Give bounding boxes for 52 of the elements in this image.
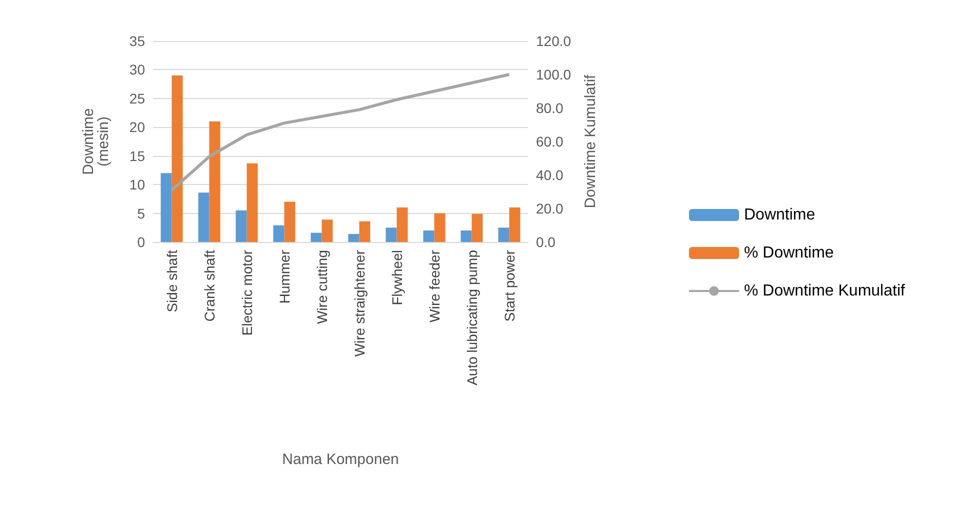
y2-tick-label: 60.0 (536, 134, 564, 150)
y-tick-label: 0 (137, 234, 146, 250)
x-tick-label: Flywheel (388, 250, 405, 306)
y2-tick-label: 20.0 (536, 200, 564, 216)
bar (359, 221, 370, 242)
y-tick-label: 5 (137, 205, 146, 222)
y-tick-label: 15 (129, 148, 146, 164)
bar (322, 220, 333, 242)
bar (498, 228, 510, 242)
x-tick-label: Start power (501, 250, 518, 322)
x-tick-label: Wire feeder (426, 250, 442, 322)
bar (284, 202, 296, 242)
bar (386, 228, 397, 242)
x-tick-label: Wire cutting (314, 250, 330, 324)
legend-label: % Downtime (744, 244, 834, 262)
x-tick-label: Crank shaft (201, 250, 218, 322)
x-tick-label: Auto lubricating pump (464, 250, 480, 386)
y2-tick-label: 40.0 (536, 167, 564, 183)
bar (209, 121, 220, 242)
bar (460, 230, 472, 242)
bar (273, 225, 284, 242)
bar (198, 192, 210, 242)
x-axis-title: Nama Komponen (282, 451, 399, 468)
y-tick-label: 30 (129, 62, 146, 78)
y2-tick-label: 0.0 (536, 234, 556, 250)
x-tick-label: Side shaft (164, 250, 180, 312)
y-tick-label: 10 (129, 176, 146, 193)
legend-label: % Downtime Kumulatif (744, 282, 906, 300)
bar (509, 208, 520, 242)
x-tick-label: Wire straightener (351, 250, 368, 357)
y2-tick-label: 80.0 (536, 100, 564, 116)
y2-tick-label: 120.0 (536, 33, 572, 49)
bar (172, 75, 183, 242)
x-tick-label: Hummer (276, 250, 292, 304)
y-tick-label: 25 (129, 90, 146, 106)
bar (310, 232, 322, 242)
bar (236, 210, 247, 242)
line-series (170, 73, 511, 192)
y-axis-title: Downtime (mesin) (80, 108, 112, 175)
y-tick-label: 35 (129, 33, 146, 49)
y-tick-label: 20 (129, 119, 146, 136)
y2-tick-label: 100.0 (536, 66, 572, 82)
bar (396, 208, 408, 242)
legend-label: Downtime (744, 206, 816, 224)
bar (423, 230, 434, 242)
bar (472, 214, 483, 242)
bar (434, 213, 446, 242)
bar (160, 173, 172, 242)
x-tick-label: Electric motor (238, 250, 255, 336)
bar (246, 163, 258, 242)
y2-axis-title: Downtime Kumulatif (582, 74, 599, 208)
bar (348, 234, 360, 242)
